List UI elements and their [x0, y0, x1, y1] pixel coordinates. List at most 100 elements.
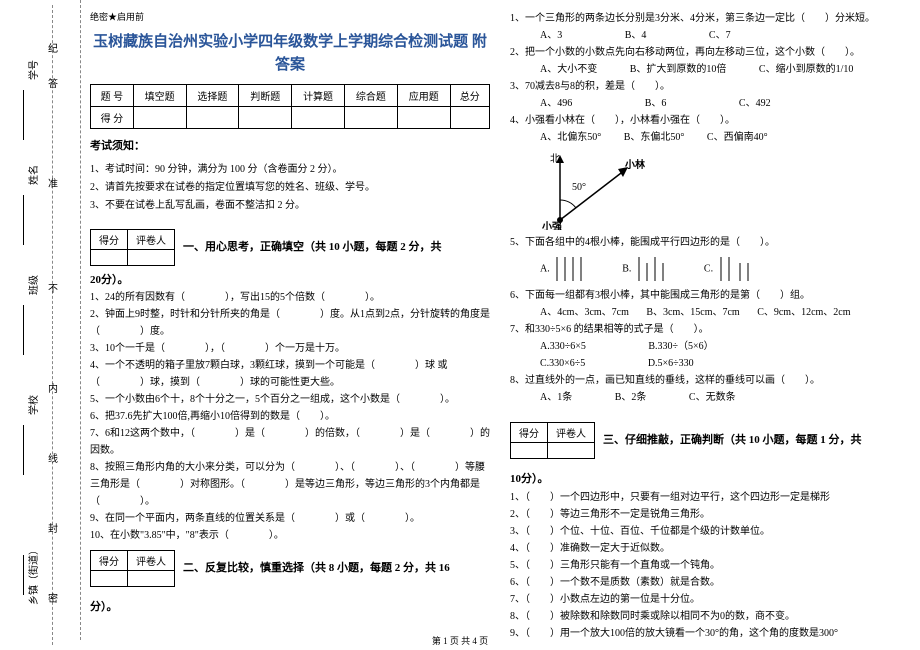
opt: A、大小不变	[540, 64, 597, 75]
section3-tail: 10分）。	[510, 471, 910, 489]
underline	[23, 90, 24, 140]
q-item: 1、一个三角形的两条边长分别是3分米、4分米，第三条边一定比（ ）分米短。	[510, 10, 910, 27]
q3-opts: A、496 B、6 C、492	[540, 95, 910, 112]
td: 评卷人	[128, 551, 175, 571]
section3-questions: 1、（ ）一个四边形中，只要有一组对边平行，这个四边形一定是梯形 2、（ ）等边…	[510, 489, 910, 642]
section1-questions: 1、24的所有因数有（ ），写出15的5个倍数（ ）。 2、钟面上9时整，时针和…	[90, 289, 490, 544]
mark-mi: 密	[48, 590, 58, 605]
th: 题 号	[91, 85, 134, 107]
underline	[23, 195, 24, 245]
section3-title: 三、仔细推敲，正确判断（共 10 小题，每题 1 分，共	[603, 432, 862, 450]
opt: C、7	[709, 30, 731, 41]
td	[91, 249, 128, 265]
mini-score-2: 得分评卷人 二、反复比较，慎重选择（共 8 小题，每题 2 分，共 16	[90, 544, 490, 593]
label-town: 乡镇（街道）	[25, 545, 40, 605]
q-item: 7、6和12这两个数中，（ ）是（ ）的倍数，（ ）是（ ）的因数。	[90, 425, 490, 459]
opt-b: B.	[622, 255, 674, 283]
opt: A.330÷6×5	[540, 341, 586, 352]
instr-item: 3、不要在试卷上乱写乱画，卷面不整洁扣 2 分。	[90, 197, 490, 215]
td: 评卷人	[128, 229, 175, 249]
q-item: 2、把一个小数的小数点先向右移动两位，再向左移动三位，这个小数（ ）。	[510, 44, 910, 61]
q4-opts: A、北偏东50° B、东偏北50° C、西偏南40°	[540, 129, 910, 146]
section2-tail: 分）。	[90, 599, 490, 617]
underline	[23, 425, 24, 475]
q-item: 6、下面每一组都有3根小棒，其中能围成三角形的是第（ ）组。	[510, 287, 910, 304]
left-column: 绝密★启用前 玉树藏族自治州实验小学四年级数学上学期综合检测试题 附 答案 题 …	[90, 10, 490, 642]
opt: C、9cm、12cm、2cm	[757, 307, 850, 318]
opt-c: C.	[704, 255, 756, 283]
mini-score-3: 得分评卷人 三、仔细推敲，正确判断（共 10 小题，每题 1 分，共	[510, 416, 910, 465]
score-table: 题 号 填空题 选择题 判断题 计算题 综合题 应用题 总分 得 分	[90, 84, 490, 129]
mark-zhun: 准	[48, 175, 58, 190]
table-row: 题 号 填空题 选择题 判断题 计算题 综合题 应用题 总分	[91, 85, 490, 107]
opt: B.330÷（5×6）	[648, 341, 713, 352]
opt: B、6	[645, 98, 667, 109]
q2-opts: A、大小不变 B、扩大到原数的10倍 C、缩小到原数的1/10	[540, 61, 910, 78]
mark-xian: 线	[48, 450, 58, 465]
q-item: 7、和330÷5×6 的结果相等的式子是（ ）。	[510, 321, 910, 338]
mark-ji: 纪	[48, 40, 58, 55]
td: 得 分	[91, 107, 134, 129]
td: 得分	[511, 423, 548, 443]
section2-questions: 1、一个三角形的两条边长分别是3分米、4分米，第三条边一定比（ ）分米短。 A、…	[510, 10, 910, 406]
xiaoqiang-label: 小强	[541, 220, 562, 230]
instructions-header: 考试须知：	[90, 137, 490, 157]
q-item: 5、（ ）三角形只能有一个直角或一个钝角。	[510, 557, 910, 574]
label-name: 姓名	[25, 165, 40, 185]
title-line1: 玉树藏族自治州实验小学四年级数学上学期综合检测试题 附	[93, 34, 487, 50]
opt: D.5×6÷330	[648, 358, 694, 369]
label-school: 学校	[25, 395, 40, 415]
direction-svg: 北 小林 50° 小强	[540, 150, 660, 230]
underline	[23, 555, 24, 595]
opt: C.330×6÷5	[540, 358, 585, 369]
td	[397, 107, 450, 129]
opt-a: A.	[540, 255, 592, 283]
q-item: 2、（ ）等边三角形不一定是锐角三角形。	[510, 506, 910, 523]
opt: B、2条	[615, 392, 647, 403]
instructions: 考试须知： 1、考试时间：90 分钟，满分为 100 分（含卷面分 2 分）。 …	[90, 137, 490, 215]
mark-feng: 封	[48, 520, 58, 535]
q-item: 6、（ ）一个数不是质数（素数）就是合数。	[510, 574, 910, 591]
q-item: 6、把37.6先扩大100倍,再缩小10倍得到的数是（ ）。	[90, 408, 490, 425]
main-content: 绝密★启用前 玉树藏族自治州实验小学四年级数学上学期综合检测试题 附 答案 题 …	[90, 10, 910, 642]
q-item: 4、一个不透明的箱子里放7颗白球，3颗红球，摸到一个可能是（ ）球 或（ ）球，…	[90, 357, 490, 391]
td	[128, 249, 175, 265]
instr-item: 1、考试时间：90 分钟，满分为 100 分（含卷面分 2 分）。	[90, 161, 490, 179]
section2-title: 二、反复比较，慎重选择（共 8 小题，每题 2 分，共 16	[183, 560, 450, 578]
opt: B、扩大到原数的10倍	[630, 64, 727, 75]
q-item: 5、一个小数由6个十，8个十分之一，5个百分之一组成，这个小数是（ ）。	[90, 391, 490, 408]
opt: B、3cm、15cm、7cm	[646, 307, 739, 318]
q-item: 8、按照三角形内角的大小来分类，可以分为（ ）、（ ）、（ ）等腰三角形是（ ）…	[90, 459, 490, 510]
q-item: 3、（ ）个位、十位、百位、千位都是个级的计数单位。	[510, 523, 910, 540]
q6-opts: A、4cm、3cm、7cm B、3cm、15cm、7cm C、9cm、12cm、…	[540, 304, 910, 321]
td	[91, 571, 128, 587]
q-item: 1、（ ）一个四边形中，只要有一组对边平行，这个四边形一定是梯形	[510, 489, 910, 506]
underline	[23, 305, 24, 355]
mini-score-1: 得分评卷人 一、用心思考，正确填空（共 10 小题，每题 2 分，共	[90, 223, 490, 272]
q7-opts: A.330÷6×5 B.330÷（5×6） C.330×6÷5 D.5×6÷33…	[540, 338, 910, 372]
q5-opts: A. B. C.	[540, 255, 910, 283]
right-column: 1、一个三角形的两条边长分别是3分米、4分米，第三条边一定比（ ）分米短。 A、…	[510, 10, 910, 642]
mini-score-table: 得分评卷人	[90, 229, 175, 266]
q-item: 3、70减去8与8的积，差是（ ）。	[510, 78, 910, 95]
exam-title: 玉树藏族自治州实验小学四年级数学上学期综合检测试题 附 答案	[90, 31, 490, 76]
opt: C、西偏南40°	[707, 132, 768, 143]
th: 综合题	[344, 85, 397, 107]
th: 总分	[450, 85, 489, 107]
td: 得分	[91, 229, 128, 249]
th: 判断题	[239, 85, 292, 107]
td	[186, 107, 239, 129]
td	[450, 107, 489, 129]
q8-opts: A、1条 B、2条 C、无数条	[540, 389, 910, 406]
opt: A、北偏东50°	[540, 132, 601, 143]
north-label: 北	[550, 153, 560, 165]
td: 评卷人	[548, 423, 595, 443]
opt: A、1条	[540, 392, 572, 403]
label-class: 班级	[25, 275, 40, 295]
opt: A、3	[540, 30, 562, 41]
q-item: 10、在小数"3.85"中，"8"表示（ ）。	[90, 527, 490, 544]
th: 选择题	[186, 85, 239, 107]
xiaolin-label: 小林	[624, 158, 646, 171]
opt: C、无数条	[689, 392, 736, 403]
section1-tail: 20分）。	[90, 272, 490, 290]
